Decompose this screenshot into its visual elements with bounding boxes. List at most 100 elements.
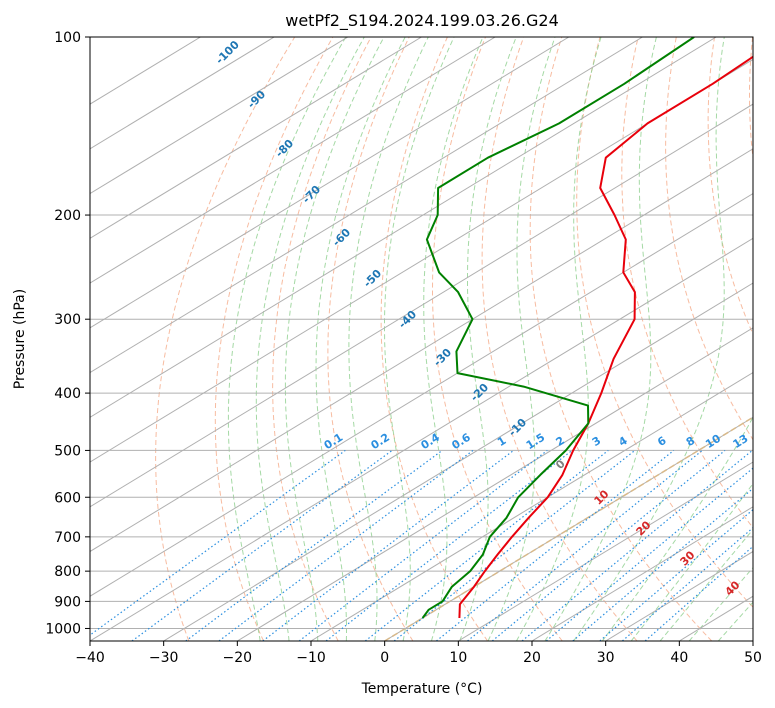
mixing-ratio-line — [572, 487, 753, 641]
x-axis-title: Temperature (°C) — [361, 681, 483, 697]
x-tick-label: −40 — [75, 650, 105, 666]
isotherm-label: -100 — [213, 38, 242, 67]
dry-adiabats — [155, 37, 753, 641]
isotherms — [90, 37, 753, 641]
mixing-ratio-line — [262, 449, 514, 641]
isotherm — [90, 103, 753, 508]
isotherm — [752, 640, 753, 641]
mixing-ratio-label: 10 — [703, 432, 723, 451]
mixing-ratio-line — [218, 449, 474, 641]
isotherm — [310, 371, 753, 641]
x-tick-label: −20 — [223, 650, 253, 666]
mixing-ratio-label: 16 — [753, 432, 773, 451]
mixing-ratio-line — [622, 526, 753, 641]
dry-adiabat — [214, 37, 334, 641]
y-tick-label: 300 — [54, 312, 81, 328]
dry-adiabat — [155, 37, 296, 641]
moist-adiabat — [315, 37, 406, 641]
y-axis: 1000 900 800 700 600 500 400 300 200 100 — [45, 30, 90, 637]
isotherm — [90, 37, 496, 284]
mixing-ratio-line — [521, 449, 753, 641]
mixing-ratio-line — [467, 449, 703, 641]
dry-adiabat — [432, 37, 563, 641]
temperature-profile-line — [458, 55, 753, 619]
moist-adiabat-label: 20 — [634, 518, 654, 538]
y-tick-label: 1000 — [45, 621, 81, 637]
y-tick-label: 500 — [54, 443, 81, 459]
y-tick-label: 700 — [54, 530, 81, 546]
x-tick-label: 50 — [744, 650, 762, 666]
mixing-ratio-label: 3 — [590, 434, 603, 449]
mixing-ratio-label: 6 — [655, 434, 669, 449]
isotherm-label: -70 — [300, 183, 323, 206]
mixing-ratio-label: 0.1 — [322, 431, 345, 452]
mixing-ratio-line — [644, 545, 753, 641]
dry-adiabat — [707, 37, 753, 336]
dry-adiabat — [529, 37, 713, 641]
dewpoint-profile-line — [421, 37, 695, 619]
isotherm — [90, 37, 643, 374]
dry-adiabat — [576, 37, 753, 608]
moist-adiabat — [459, 37, 517, 641]
mixing-ratio-label: 4 — [616, 434, 630, 449]
isotherm-label: -30 — [431, 346, 454, 369]
x-tick-label: 0 — [380, 650, 389, 666]
mixing-ratio-lines — [90, 449, 753, 641]
isotherm — [531, 506, 753, 641]
moist-adiabat — [487, 37, 556, 641]
moist-adiabat — [544, 37, 657, 641]
mixing-ratio-label: 1 — [495, 434, 508, 449]
dry-adiabat — [327, 37, 414, 641]
isotherm — [237, 327, 753, 641]
x-tick-label: −30 — [149, 650, 179, 666]
x-tick-label: 10 — [449, 650, 467, 666]
mixing-ratio-line — [298, 449, 548, 641]
mixing-ratio-line — [436, 449, 675, 641]
mixing-ratio-line — [599, 508, 753, 641]
moist-adiabat — [601, 416, 753, 641]
isotherm-label: -40 — [396, 308, 419, 331]
mixing-ratio-line — [131, 449, 393, 641]
plot-area: 0.10.20.40.611.52346810131620253036-100-… — [90, 37, 773, 641]
isotherm — [90, 37, 201, 105]
mixing-ratio-line — [491, 449, 726, 641]
isotherm-label: -60 — [330, 226, 353, 249]
moist-adiabat — [717, 601, 753, 641]
mixing-ratio-line — [90, 449, 346, 636]
y-tick-label: 900 — [54, 594, 81, 610]
isotherm-label: -20 — [468, 381, 491, 404]
dry-adiabat — [272, 37, 372, 641]
moist-adiabat — [227, 37, 347, 641]
isotherm — [90, 37, 717, 418]
moist-adiabat — [516, 37, 602, 641]
y-tick-label: 200 — [54, 208, 81, 224]
mixing-ratio-label: 1.5 — [524, 431, 547, 452]
moist-adiabat — [384, 37, 455, 641]
x-tick-label: 20 — [523, 650, 541, 666]
moist-adiabat — [423, 37, 484, 641]
y-tick-label: 400 — [54, 386, 81, 402]
mixing-ratio-label: 0.2 — [369, 431, 392, 452]
y-tick-label: 800 — [54, 564, 81, 580]
isotherm — [90, 37, 570, 329]
isotherm — [90, 193, 753, 597]
isotherm — [90, 37, 275, 150]
mixing-ratio-line — [325, 449, 573, 641]
dry-adiabat — [665, 37, 753, 441]
moist-adiabat — [348, 37, 429, 641]
isotherm — [90, 37, 349, 195]
y-axis-title: Pressure (hPa) — [12, 289, 28, 389]
dry-adiabat — [621, 37, 753, 529]
isotherm-label: -50 — [361, 267, 384, 290]
moist-adiabat-label: 40 — [723, 578, 743, 598]
mixing-ratio-label: 8 — [684, 434, 697, 449]
x-tick-label: 30 — [597, 650, 615, 666]
mixing-ratio-line — [545, 467, 753, 641]
isotherm — [90, 148, 753, 553]
dry-adiabat — [749, 37, 753, 162]
mixing-ratio-label: 13 — [731, 432, 751, 451]
isotherm-label: -90 — [245, 88, 268, 111]
profile-series — [421, 37, 753, 619]
moist-adiabat — [630, 482, 753, 641]
y-tick-label: 600 — [54, 490, 81, 506]
